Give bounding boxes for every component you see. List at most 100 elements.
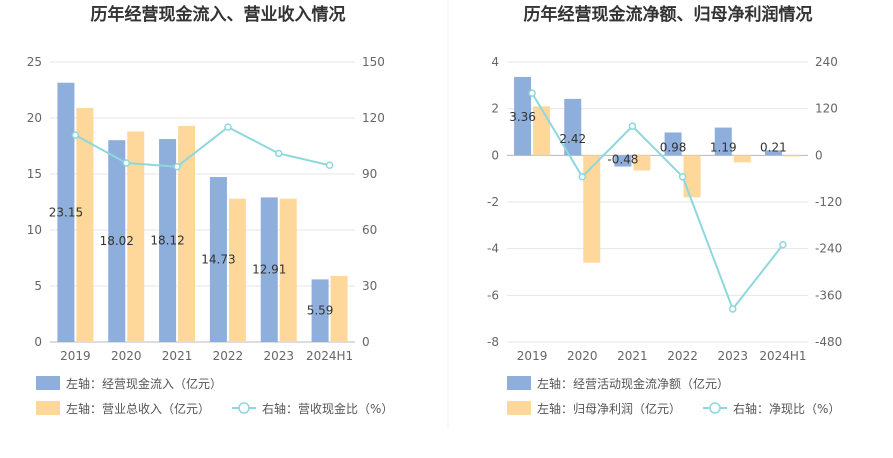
legend-marker (709, 402, 721, 414)
y-tick-label: 20 (27, 111, 42, 125)
y2-tick-label: -360 (815, 288, 842, 302)
bar-series-1 (108, 140, 126, 342)
legend-swatch (507, 376, 531, 390)
y2-tick-label: 0 (815, 148, 823, 162)
bar-series-1 (260, 197, 278, 342)
bar-series-1 (764, 150, 782, 156)
data-label: 23.15 (49, 205, 83, 219)
data-label: 14.73 (201, 253, 235, 267)
chart-title: 历年经营现金流净额、归母净利润情况 (524, 4, 813, 25)
line-point (122, 159, 130, 167)
y-tick-label: -2 (487, 195, 499, 209)
y-tick-label: 10 (27, 223, 42, 237)
bar-series-1 (514, 76, 532, 156)
line-point (275, 149, 283, 158)
bar-series-2 (76, 107, 94, 342)
y2-tick-label: -480 (815, 335, 842, 349)
line-point (173, 162, 181, 171)
x-tick-label: 2023 (263, 349, 294, 363)
y2-tick-label: 120 (362, 111, 385, 125)
y2-tick-label: 0 (362, 335, 370, 349)
bar-series-1 (209, 177, 227, 342)
data-label: 2.42 (559, 132, 586, 146)
bar-series-2 (683, 155, 701, 198)
y2-tick-label: 30 (362, 279, 377, 293)
y-tick-label: 4 (491, 55, 499, 69)
line-point (578, 172, 586, 181)
bar-series-2 (279, 198, 297, 342)
x-tick-label: 2021 (617, 349, 648, 363)
x-tick-label: 2020 (567, 349, 598, 363)
line-point (71, 131, 80, 139)
legend-swatch (36, 376, 60, 390)
line-point (628, 122, 637, 130)
x-tick-label: 2022 (667, 349, 698, 363)
legend-label: 左轴：营业总收入（亿元） (66, 401, 210, 416)
chart-title: 历年经营现金流入、营业收入情况 (91, 4, 346, 25)
bar-series-1 (664, 132, 682, 156)
y2-tick-label: 90 (362, 167, 377, 181)
x-tick-label: 2024H1 (306, 349, 353, 363)
x-tick-label: 2021 (162, 349, 193, 363)
y-tick-label: 5 (34, 279, 42, 293)
data-label: 0.21 (760, 140, 787, 154)
line-point (325, 161, 334, 169)
y2-tick-label: 60 (362, 223, 377, 237)
y-tick-label: -8 (487, 335, 499, 349)
y2-tick-label: -120 (815, 195, 842, 209)
legend-label: 右轴：净现比（%） (733, 401, 840, 416)
bar-series-1 (614, 155, 632, 167)
data-label: 3.36 (509, 110, 536, 124)
line-point (678, 172, 687, 181)
line-point (779, 241, 787, 249)
y-tick-label: 0 (34, 335, 42, 349)
bar-series-2 (330, 275, 348, 342)
line-point (528, 89, 536, 97)
bar-series-2 (583, 155, 601, 263)
legend-swatch (507, 401, 531, 415)
cash-inflow-revenue-chart: 历年经营现金流入、营业收入情况 0 5 10 15 20 25 0 30 60 90 120 150 23… (27, 4, 394, 416)
line-series (531, 92, 784, 311)
y-tick-label: 0 (491, 148, 499, 162)
bar-series-1 (564, 98, 582, 156)
y2-tick-label: 240 (815, 55, 838, 69)
legend-label: 左轴：经营活动现金流净额（亿元） (537, 376, 729, 391)
line-point (729, 305, 737, 313)
x-tick-label: 2024H1 (759, 349, 806, 363)
bar-series-2 (178, 125, 196, 342)
data-label: 5.59 (307, 304, 334, 318)
data-label: 1.19 (710, 140, 737, 154)
x-tick-label: 2022 (213, 349, 244, 363)
x-tick-label: 2019 (60, 349, 91, 363)
line-series (74, 125, 330, 168)
data-label: 12.91 (252, 263, 286, 277)
y-tick-label: 15 (27, 167, 42, 181)
net-cashflow-profit-chart: 历年经营现金流净额、归母净利润情况 -8 -6 -4 -2 0 2 4 -480 -360 -240… (487, 4, 842, 416)
y2-tick-label: -240 (815, 242, 842, 256)
data-label: 18.12 (150, 234, 184, 248)
legend-label: 左轴：经营现金流入（亿元） (66, 376, 222, 391)
bar-series-2 (533, 106, 551, 156)
x-tick-label: 2019 (517, 349, 548, 363)
bar-series-2 (733, 155, 751, 163)
y-tick-label: 25 (27, 55, 42, 69)
bar-series-2 (633, 155, 651, 171)
line-point (224, 123, 232, 131)
data-label: -0.48 (607, 152, 638, 166)
y2-tick-label: 120 (815, 102, 838, 116)
y2-tick-label: 150 (362, 55, 385, 69)
bar-series-2 (783, 155, 801, 157)
bar-series-2 (127, 131, 145, 342)
y-tick-label: -6 (487, 288, 499, 302)
x-tick-label: 2023 (717, 349, 748, 363)
x-tick-label: 2020 (111, 349, 142, 363)
bar-series-1 (57, 82, 75, 342)
legend-marker (238, 402, 250, 414)
data-label: 18.02 (100, 234, 134, 248)
y-tick-label: 2 (491, 102, 499, 116)
legend-label: 左轴：归母净利润（亿元） (537, 401, 681, 416)
y-tick-label: -4 (487, 242, 499, 256)
bar-series-2 (228, 198, 246, 342)
data-label: 0.98 (660, 140, 687, 154)
